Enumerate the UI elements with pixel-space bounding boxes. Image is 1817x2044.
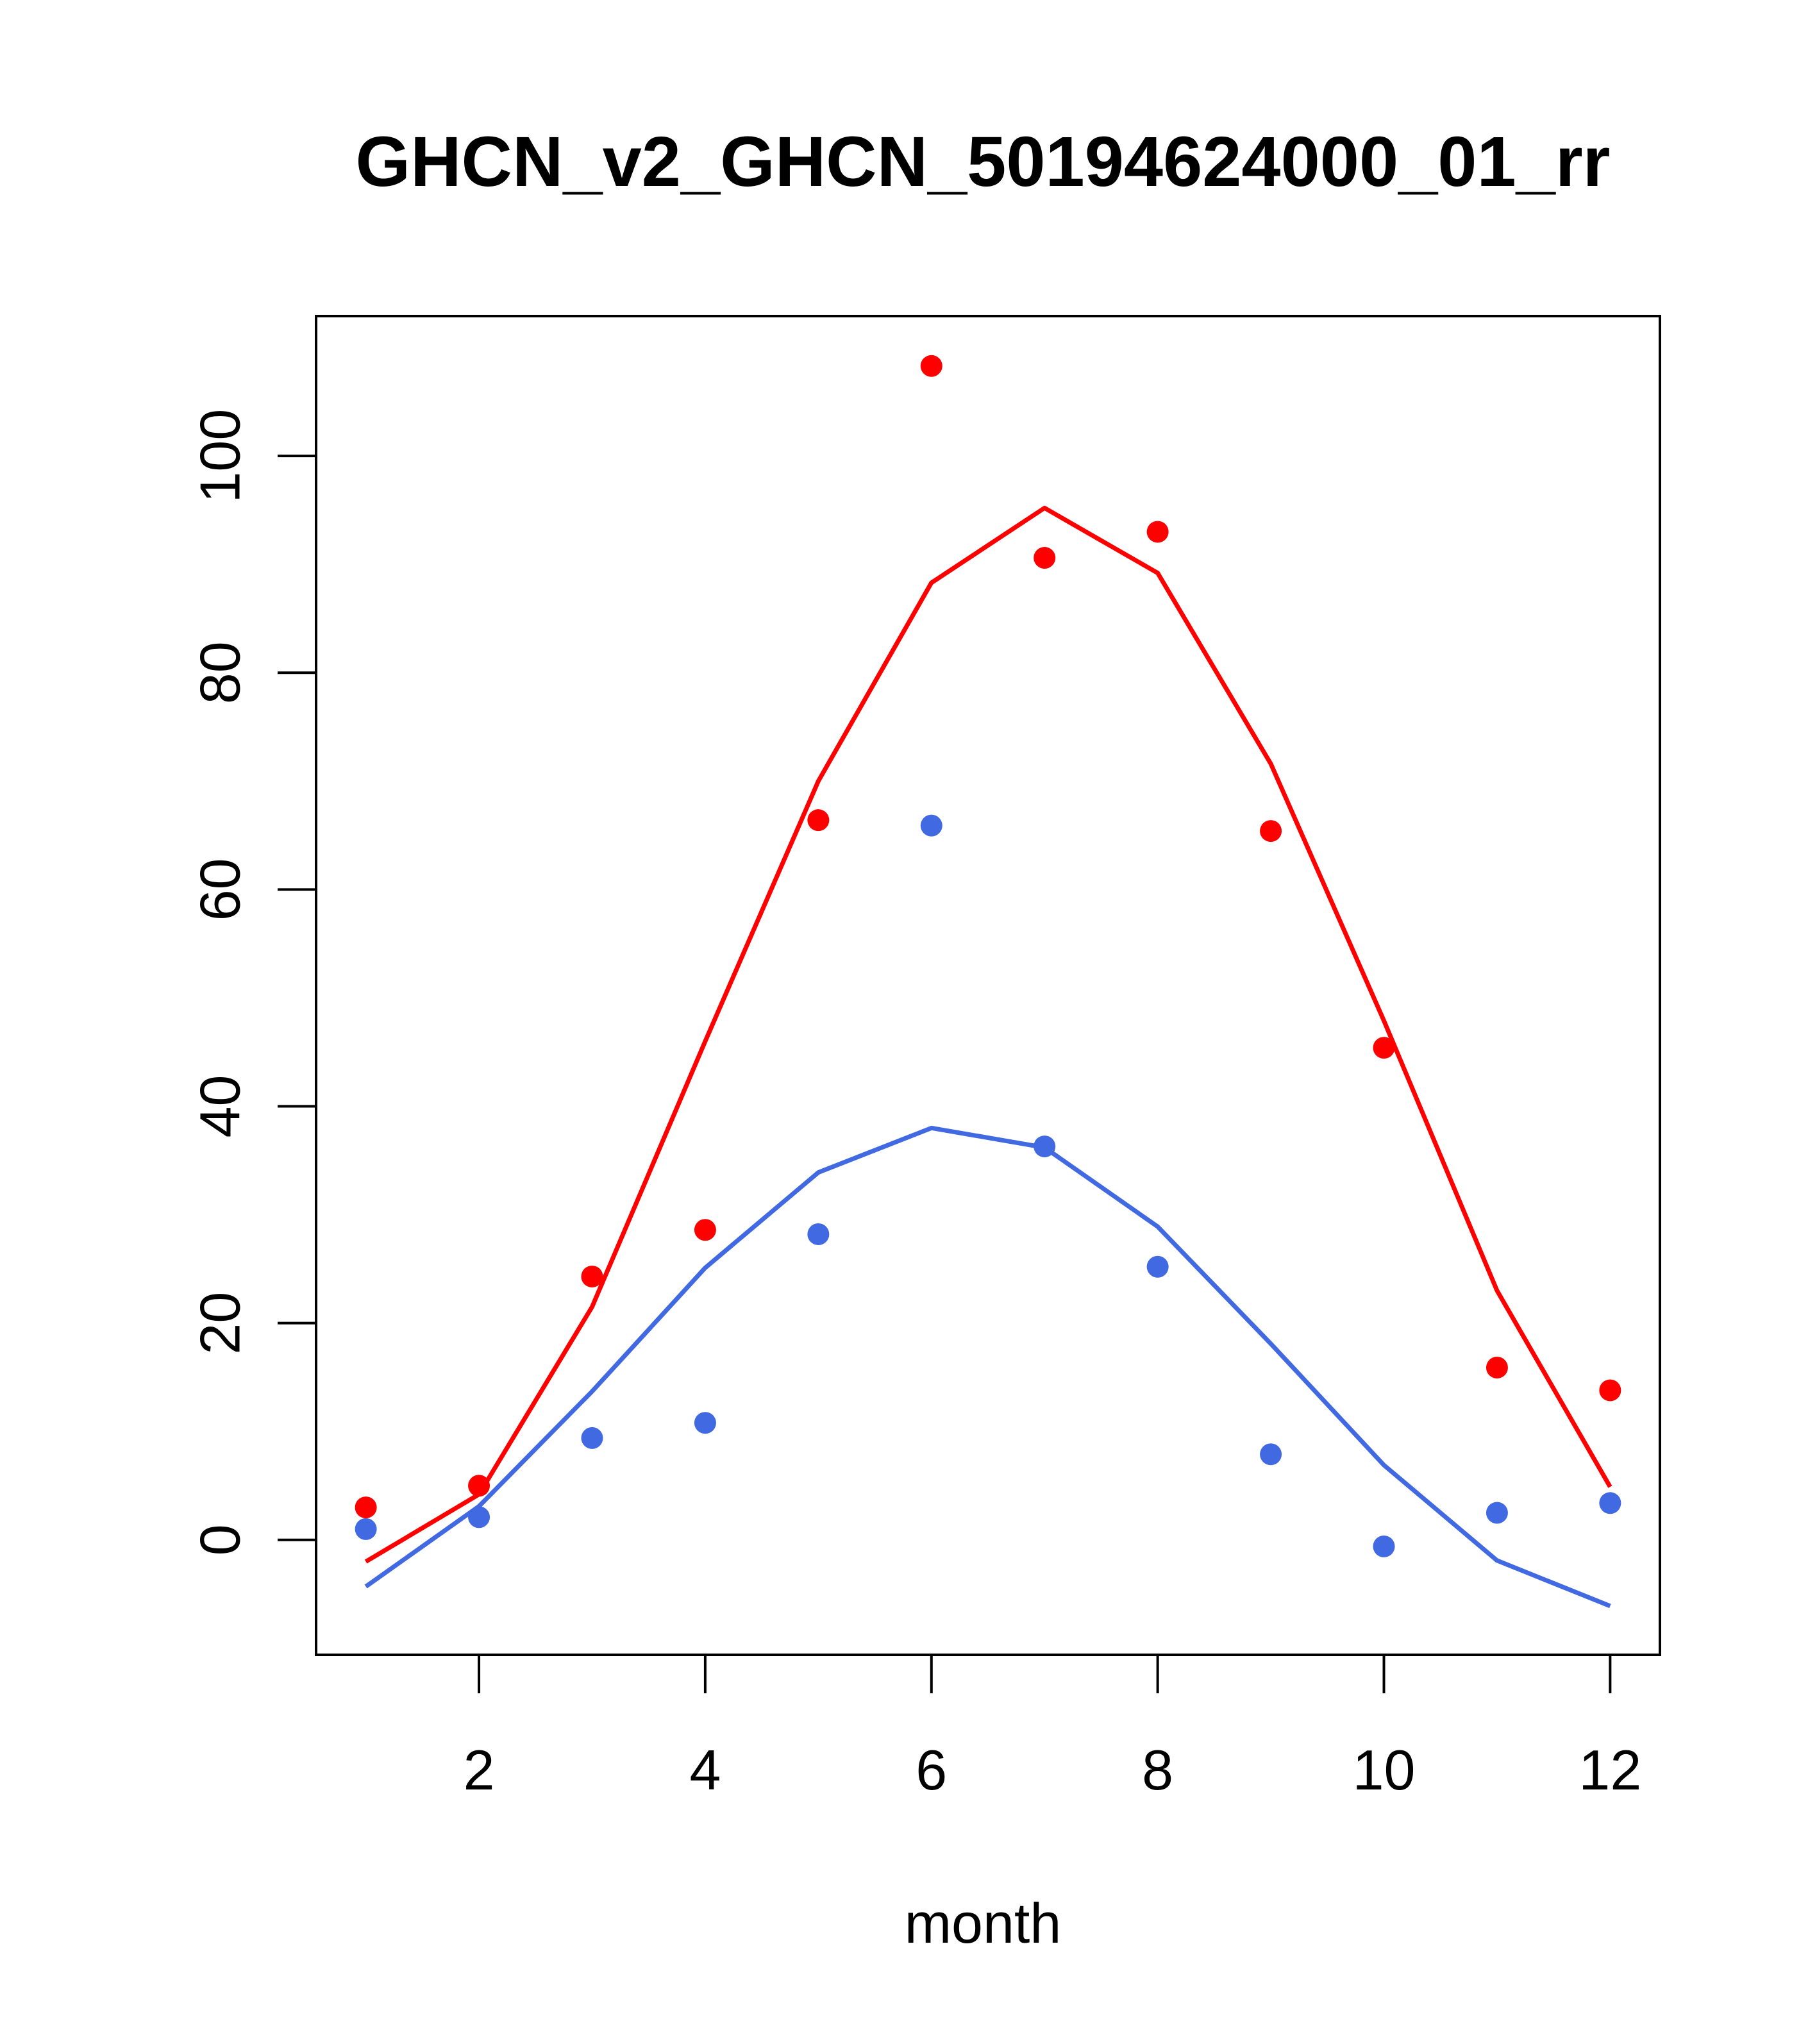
series-0-point: [1260, 820, 1282, 842]
series-0-point: [581, 1265, 603, 1287]
x-tick-label: 10: [1353, 1738, 1416, 1802]
series-0-point: [920, 355, 942, 377]
series-2-point: [1599, 1492, 1621, 1514]
series-0-point: [355, 1496, 377, 1519]
series-2-point: [694, 1412, 716, 1434]
series-0-point: [1486, 1356, 1508, 1378]
plot-series: [355, 355, 1621, 1609]
x-axis-label: month: [905, 1891, 1062, 1955]
series-2-point: [1260, 1443, 1282, 1466]
x-tick-label: 8: [1142, 1738, 1173, 1802]
series-0-point: [1034, 547, 1056, 569]
series-2-point: [1486, 1502, 1508, 1524]
series-2-point: [920, 814, 942, 837]
series-0-point: [694, 1219, 716, 1241]
series-3-line: [364, 1125, 1611, 1609]
series-1-line: [364, 505, 1612, 1564]
x-tick-label: 6: [916, 1738, 947, 1802]
chart-title: GHCN_v2_GHCN_50194624000_01_rr: [356, 122, 1611, 201]
series-0-point: [807, 809, 830, 832]
y-tick-label: 40: [188, 1075, 252, 1138]
y-tick-label: 80: [188, 641, 252, 704]
x-tick-label: 4: [689, 1738, 721, 1802]
series-0-point: [468, 1475, 490, 1497]
series-2-point: [581, 1427, 603, 1449]
series-0-point: [1146, 521, 1169, 543]
series-2-point: [355, 1518, 377, 1540]
series-2-point: [1146, 1255, 1169, 1278]
series-2-point: [807, 1223, 830, 1246]
y-tick-label: 60: [188, 858, 252, 921]
series-0-point: [1599, 1379, 1621, 1402]
series-2-point: [1373, 1535, 1395, 1557]
y-tick-label: 20: [188, 1292, 252, 1355]
x-tick-label: 2: [464, 1738, 495, 1802]
y-axis: 0 20 40 60 80 100: [188, 409, 317, 1555]
y-tick-label: 0: [188, 1524, 252, 1555]
y-tick-label: 100: [188, 409, 251, 503]
x-axis: 2 4 6 8 10 12: [464, 1654, 1641, 1802]
series-0-point: [1373, 1037, 1395, 1059]
x-tick-label: 12: [1578, 1738, 1641, 1802]
